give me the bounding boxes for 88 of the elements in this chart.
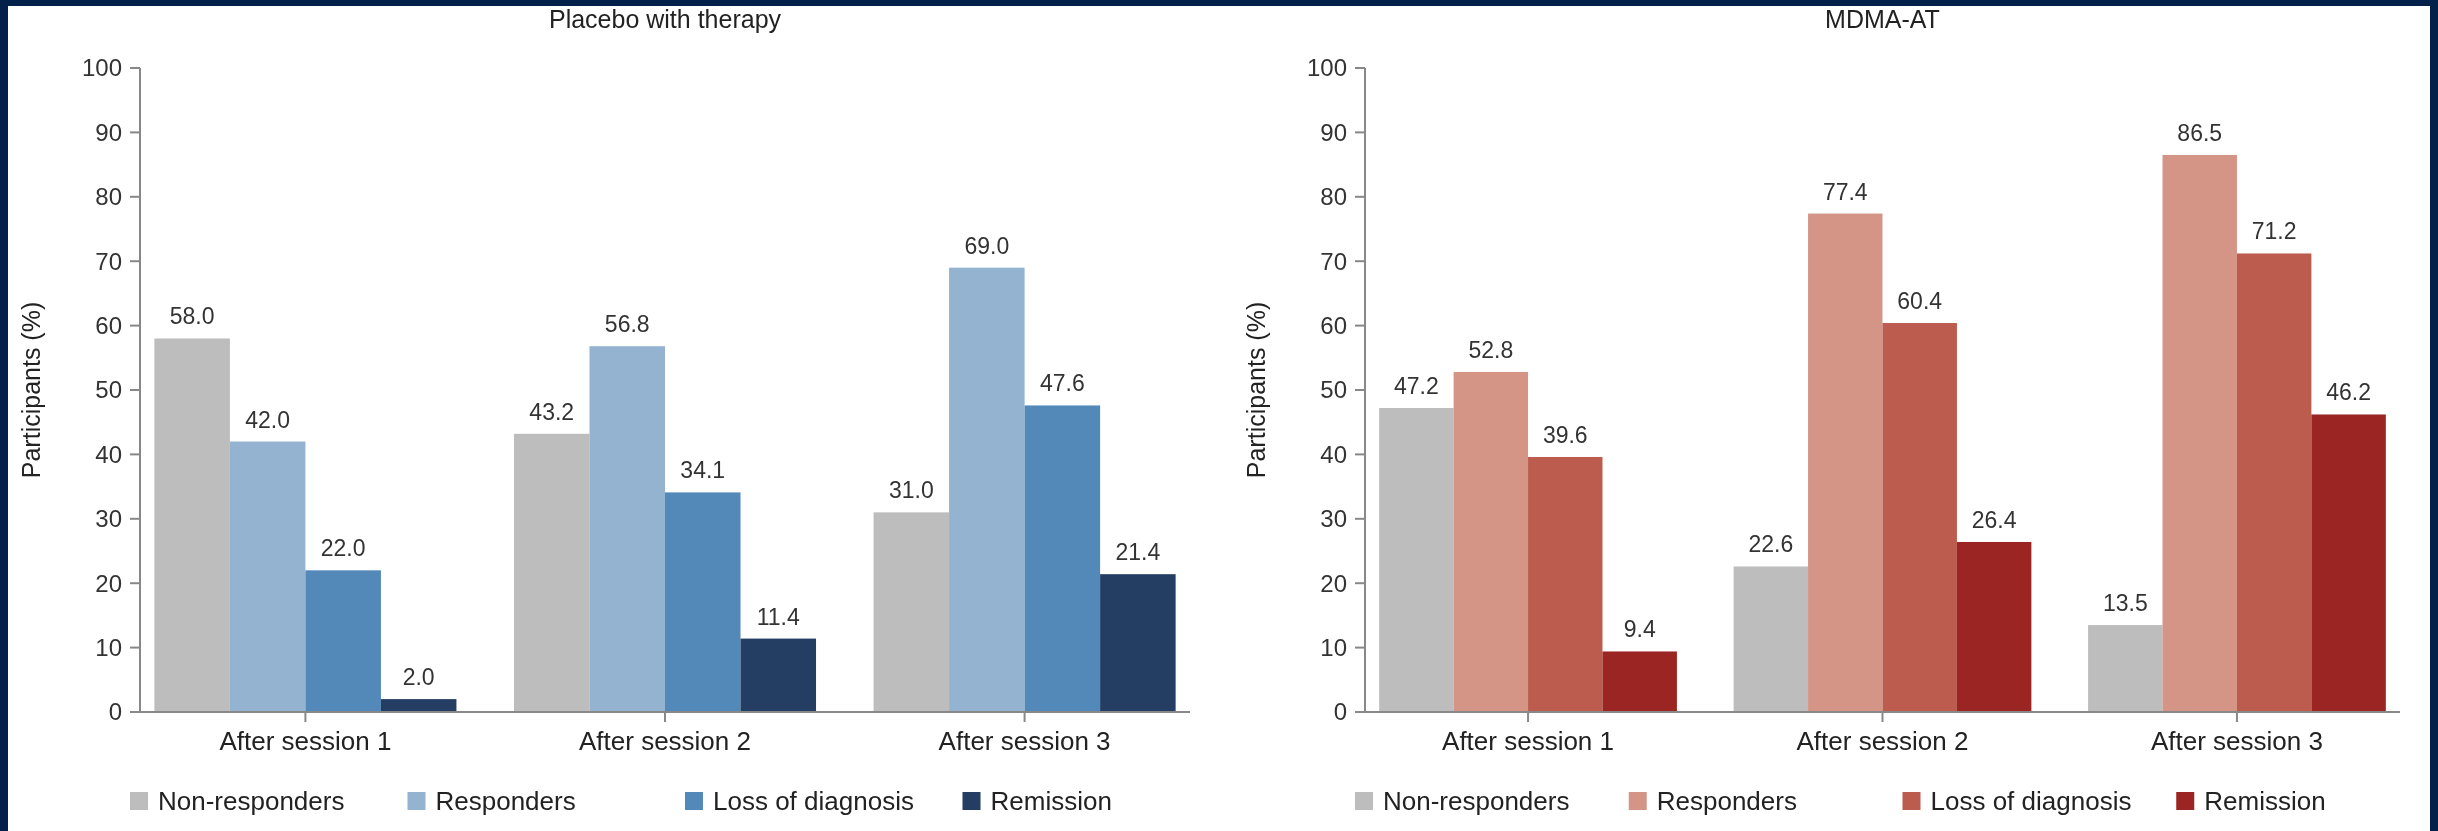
data-label: 2.0	[402, 664, 435, 691]
y-tick-label: 40	[95, 440, 122, 468]
legend-label: Non-responders	[158, 786, 345, 817]
data-label: 52.8	[1468, 336, 1514, 363]
data-label: 56.8	[604, 311, 650, 338]
data-label: 47.2	[1394, 373, 1439, 400]
data-label: 39.6	[1542, 421, 1588, 448]
data-label: 47.6	[1039, 370, 1085, 397]
bar	[2162, 154, 2237, 712]
data-label: 9.4	[1623, 616, 1656, 643]
data-label: 46.2	[2326, 379, 2371, 406]
y-tick-label: 70	[95, 247, 122, 275]
bar	[1024, 405, 1101, 712]
bar	[2088, 625, 2163, 712]
bar	[1100, 574, 1176, 712]
bar	[1733, 566, 1809, 712]
y-tick-label: 60	[95, 312, 122, 339]
chart-title: Placebo with therapy	[548, 5, 782, 33]
data-label: 13.5	[2102, 590, 2148, 617]
bar	[1602, 651, 1677, 712]
y-tick-label: 40	[1320, 440, 1347, 468]
y-tick-label: 70	[1320, 247, 1347, 275]
y-tick-label: 100	[81, 54, 122, 82]
y-tick-label: 10	[95, 634, 122, 661]
y-tick-label: 50	[1320, 376, 1347, 404]
chart-title: MDMA-AT	[1825, 5, 1940, 33]
bar	[589, 346, 665, 712]
data-label: 71.2	[2251, 218, 2297, 245]
bar	[305, 570, 381, 712]
data-label: 42.0	[245, 406, 291, 433]
bar	[1956, 541, 2032, 712]
data-label: 69.0	[964, 232, 1010, 259]
x-tick-label: After session 2	[1796, 726, 1969, 756]
y-axis-title: Participants (%)	[1242, 301, 1270, 479]
y-tick-label: 90	[1320, 118, 1347, 146]
data-label: 34.1	[680, 457, 726, 484]
data-label: 58.0	[169, 303, 215, 330]
legend-label: Remission	[2204, 786, 2326, 817]
y-tick-label: 0	[1333, 698, 1347, 726]
data-label: 11.4	[756, 603, 801, 630]
bar	[154, 338, 230, 712]
bar	[2236, 253, 2312, 712]
bar	[665, 492, 741, 712]
x-tick-label: After session 1	[1442, 726, 1615, 756]
bar	[229, 441, 306, 712]
x-tick-label: After session 3	[2150, 726, 2323, 756]
bar	[2311, 414, 2386, 712]
y-tick-label: 0	[108, 698, 122, 726]
data-label: 86.5	[2177, 119, 2223, 146]
data-label: 31.0	[888, 477, 934, 504]
y-tick-label: 60	[1320, 312, 1347, 339]
bar	[1453, 371, 1529, 712]
bar	[380, 699, 457, 712]
data-label: 22.0	[320, 535, 366, 562]
y-tick-label: 30	[1320, 505, 1347, 533]
y-tick-label: 30	[95, 505, 122, 533]
bar	[1528, 456, 1603, 712]
bar	[740, 638, 817, 712]
data-label: 43.2	[529, 398, 575, 425]
y-tick-label: 20	[95, 569, 122, 597]
x-tick-label: After session 3	[938, 726, 1111, 756]
data-label: 22.6	[1748, 531, 1794, 558]
bar	[1379, 408, 1454, 712]
data-label: 60.4	[1897, 288, 1943, 315]
y-tick-label: 90	[95, 118, 122, 146]
y-tick-label: 20	[1320, 569, 1347, 597]
legend-label: Responders	[1656, 786, 1797, 817]
data-label: 77.4	[1822, 178, 1868, 205]
y-tick-label: 50	[95, 376, 122, 404]
bar	[1808, 213, 1883, 712]
data-label: 26.4	[1971, 506, 2017, 533]
y-tick-label: 80	[95, 183, 122, 211]
y-tick-label: 80	[1320, 183, 1347, 211]
x-tick-label: After session 1	[219, 726, 392, 756]
legend-label: Responders	[435, 786, 576, 817]
bar	[949, 267, 1025, 712]
y-tick-label: 100	[1306, 54, 1347, 82]
bar	[1882, 323, 1957, 712]
legend-label: Loss of diagnosis	[1930, 786, 2132, 817]
data-label: 21.4	[1115, 539, 1161, 566]
y-tick-label: 10	[1320, 634, 1347, 661]
legend-label: Loss of diagnosis	[713, 786, 914, 817]
y-axis-title: Participants (%)	[17, 301, 45, 479]
legend-label: Non-responders	[1383, 786, 1570, 817]
bar	[873, 512, 950, 712]
legend-label: Remission	[990, 786, 1112, 817]
x-tick-label: After session 2	[579, 726, 751, 756]
bar	[513, 433, 590, 712]
